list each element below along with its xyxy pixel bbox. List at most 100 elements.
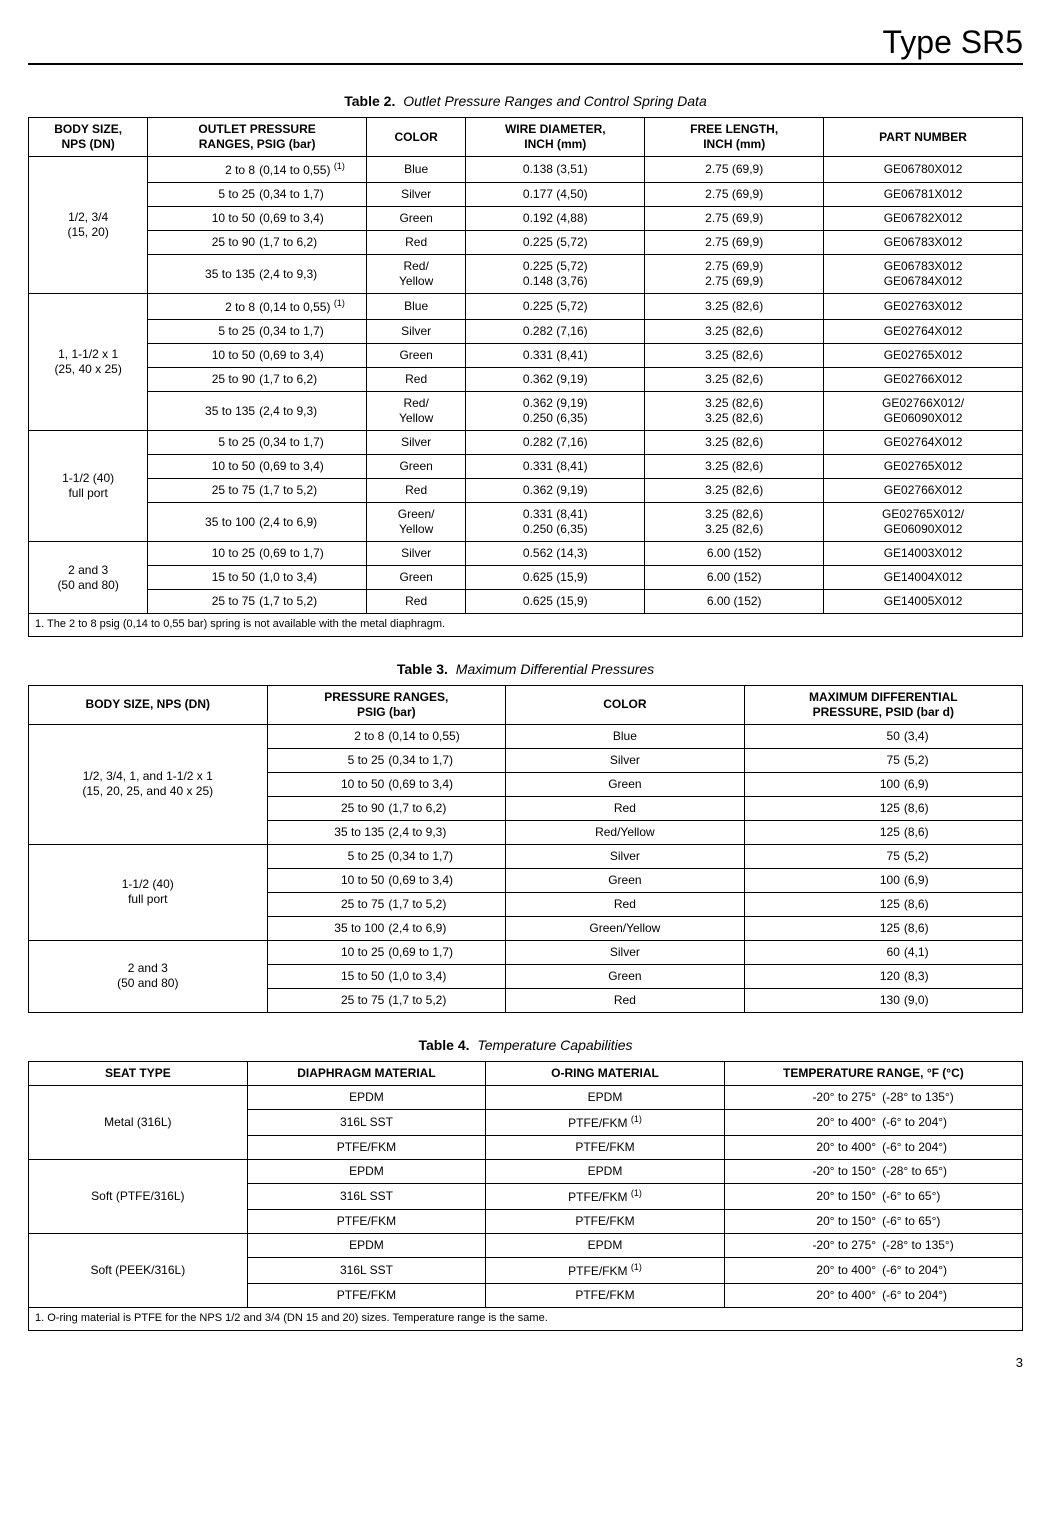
table-row: 35 to 100(2,4 to 6,9)Green/Yellow0.331 (… [29,503,1023,542]
part-number-cell: GE02765X012/GE06090X012 [824,503,1023,542]
body-size-cell: 1, 1-1/2 x 1(25, 40 x 25) [29,294,148,431]
seat-type-cell: Soft (PEEK/316L) [29,1233,248,1307]
part-number-cell: GE06783X012GE06784X012 [824,255,1023,294]
pressure-range-cell: 10 to 25(0,69 to 1,7) [148,542,367,566]
color-cell: Silver [506,748,745,772]
part-number-cell: GE06781X012 [824,183,1023,207]
color-cell: Green [366,207,465,231]
table2-footnote: 1. The 2 to 8 psig (0,14 to 0,55 bar) sp… [29,614,1023,637]
oring-material-cell: PTFE/FKM [486,1135,725,1159]
table3-header: COLOR [506,685,745,724]
free-length-cell: 2.75 (69,9) [645,183,824,207]
color-cell: Silver [366,431,465,455]
color-cell: Red [506,796,745,820]
pressure-range-cell: 10 to 50(0,69 to 3,4) [267,772,506,796]
diaphragm-material-cell: PTFE/FKM [247,1283,486,1307]
color-cell: Green [366,344,465,368]
max-diff-pressure-cell: 125(8,6) [744,916,1022,940]
oring-material-cell: PTFE/FKM [486,1283,725,1307]
body-size-cell: 2 and 3(50 and 80) [29,940,268,1012]
table-row: 1/2, 3/4, 1, and 1-1/2 x 1(15, 20, 25, a… [29,724,1023,748]
temperature-range-cell: 20° to 150°(-6° to 65°) [724,1183,1022,1209]
temperature-range-cell: -20° to 275°(-28° to 135°) [724,1233,1022,1257]
part-number-cell: GE02766X012 [824,479,1023,503]
pressure-range-cell: 2 to 8(0,14 to 0,55) (1) [148,294,367,320]
color-cell: Green [366,455,465,479]
temperature-range-cell: -20° to 150°(-28° to 65°) [724,1159,1022,1183]
color-cell: Silver [366,542,465,566]
oring-material-cell: PTFE/FKM (1) [486,1257,725,1283]
table-row: Soft (PTFE/316L)EPDMEPDM-20° to 150°(-28… [29,1159,1023,1183]
table3: BODY SIZE, NPS (DN)PRESSURE RANGES,PSIG … [28,685,1023,1013]
free-length-cell: 3.25 (82,6) [645,455,824,479]
table4-header: DIAPHRAGM MATERIAL [247,1061,486,1085]
max-diff-pressure-cell: 75(5,2) [744,844,1022,868]
part-number-cell: GE06782X012 [824,207,1023,231]
table4-header: TEMPERATURE RANGE, °F (°C) [724,1061,1022,1085]
oring-material-cell: EPDM [486,1233,725,1257]
oring-material-cell: PTFE/FKM (1) [486,1183,725,1209]
free-length-cell: 3.25 (82,6) [645,479,824,503]
pressure-range-cell: 25 to 90(1,7 to 6,2) [148,368,367,392]
table2-caption-ital: Outlet Pressure Ranges and Control Sprin… [403,93,707,109]
color-cell: Red/Yellow [506,820,745,844]
color-cell: Red [506,892,745,916]
pressure-range-cell: 5 to 25(0,34 to 1,7) [148,320,367,344]
free-length-cell: 2.75 (69,9)2.75 (69,9) [645,255,824,294]
diaphragm-material-cell: EPDM [247,1159,486,1183]
free-length-cell: 3.25 (82,6) [645,294,824,320]
free-length-cell: 6.00 (152) [645,590,824,614]
table-row: 35 to 135(2,4 to 9,3)Red/Yellow0.225 (5,… [29,255,1023,294]
temperature-range-cell: -20° to 275°(-28° to 135°) [724,1085,1022,1109]
page-title: Type SR5 [28,24,1023,65]
temperature-range-cell: 20° to 150°(-6° to 65°) [724,1209,1022,1233]
max-diff-pressure-cell: 100(6,9) [744,868,1022,892]
table-row: 1, 1-1/2 x 1(25, 40 x 25)2 to 8(0,14 to … [29,294,1023,320]
color-cell: Green/Yellow [366,503,465,542]
table3-header: BODY SIZE, NPS (DN) [29,685,268,724]
pressure-range-cell: 25 to 90(1,7 to 6,2) [267,796,506,820]
table2: BODY SIZE,NPS (DN)OUTLET PRESSURERANGES,… [28,117,1023,637]
table4-header: SEAT TYPE [29,1061,248,1085]
color-cell: Green [366,566,465,590]
wire-diameter-cell: 0.331 (8,41)0.250 (6,35) [466,503,645,542]
table-row: 25 to 90(1,7 to 6,2)Red0.225 (5,72)2.75 … [29,231,1023,255]
pressure-range-cell: 25 to 75(1,7 to 5,2) [267,892,506,916]
pressure-range-cell: 35 to 135(2,4 to 9,3) [148,255,367,294]
table3-caption-ital: Maximum Differential Pressures [456,661,654,677]
pressure-range-cell: 10 to 50(0,69 to 3,4) [267,868,506,892]
table-row: 25 to 75(1,7 to 5,2)Red0.362 (9,19)3.25 … [29,479,1023,503]
max-diff-pressure-cell: 100(6,9) [744,772,1022,796]
table-row: 10 to 50(0,69 to 3,4)Green0.331 (8,41)3.… [29,455,1023,479]
table3-caption: Table 3. Maximum Differential Pressures [28,661,1023,677]
part-number-cell: GE06780X012 [824,157,1023,183]
table4-caption-ital: Temperature Capabilities [477,1037,632,1053]
pressure-range-cell: 25 to 75(1,7 to 5,2) [267,988,506,1012]
diaphragm-material-cell: 316L SST [247,1183,486,1209]
diaphragm-material-cell: EPDM [247,1085,486,1109]
wire-diameter-cell: 0.225 (5,72) [466,231,645,255]
table4-footnote: 1. O-ring material is PTFE for the NPS 1… [29,1307,1023,1330]
table2-header: OUTLET PRESSURERANGES, PSIG (bar) [148,118,367,157]
table2-header: PART NUMBER [824,118,1023,157]
pressure-range-cell: 2 to 8(0,14 to 0,55) [267,724,506,748]
part-number-cell: GE02766X012 [824,368,1023,392]
temperature-range-cell: 20° to 400°(-6° to 204°) [724,1109,1022,1135]
diaphragm-material-cell: 316L SST [247,1109,486,1135]
table-row: 5 to 25(0,34 to 1,7)Silver0.282 (7,16)3.… [29,320,1023,344]
free-length-cell: 2.75 (69,9) [645,207,824,231]
wire-diameter-cell: 0.225 (5,72)0.148 (3,76) [466,255,645,294]
color-cell: Green [506,868,745,892]
diaphragm-material-cell: 316L SST [247,1257,486,1283]
color-cell: Red [366,590,465,614]
max-diff-pressure-cell: 125(8,6) [744,796,1022,820]
temperature-range-cell: 20° to 400°(-6° to 204°) [724,1257,1022,1283]
wire-diameter-cell: 0.225 (5,72) [466,294,645,320]
part-number-cell: GE02763X012 [824,294,1023,320]
table2-header: BODY SIZE,NPS (DN) [29,118,148,157]
table3-header: PRESSURE RANGES,PSIG (bar) [267,685,506,724]
pressure-range-cell: 10 to 25(0,69 to 1,7) [267,940,506,964]
color-cell: Silver [366,320,465,344]
part-number-cell: GE14004X012 [824,566,1023,590]
color-cell: Blue [506,724,745,748]
